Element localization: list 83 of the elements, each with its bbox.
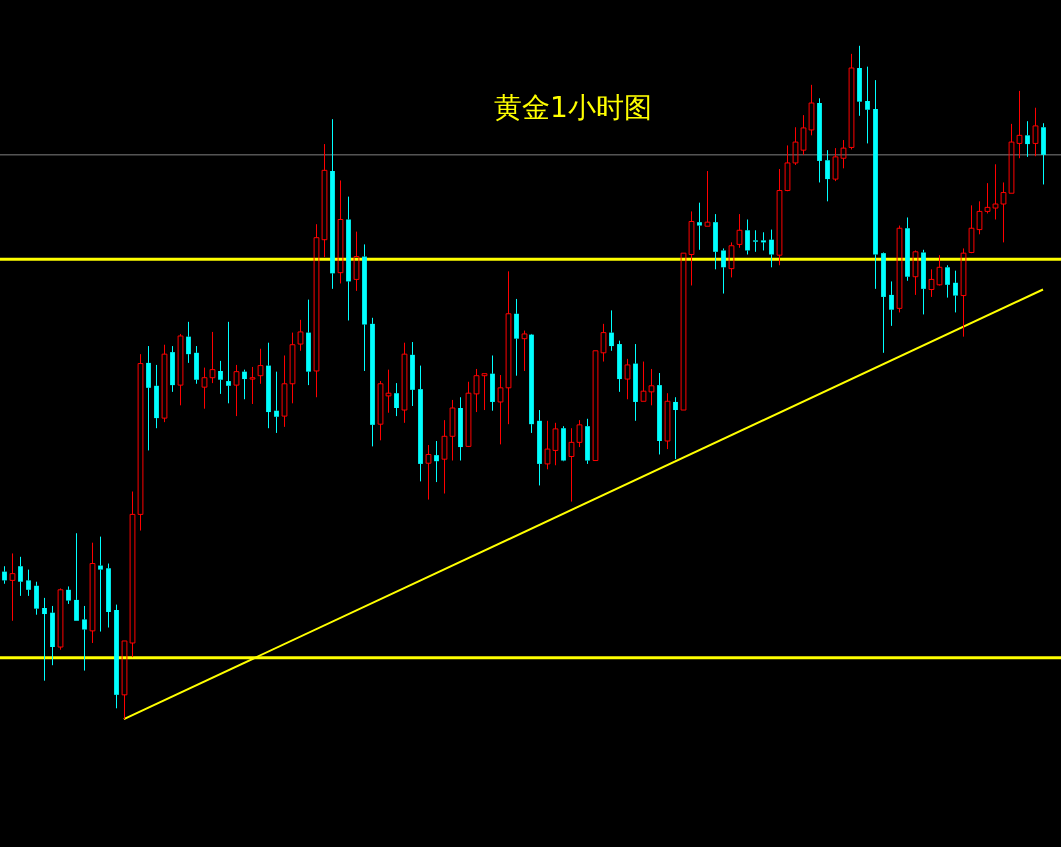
- candlestick: [218, 360, 223, 395]
- candlestick: [736, 213, 743, 249]
- candlestick: [337, 179, 344, 284]
- candlestick: [194, 345, 199, 385]
- candlestick: [274, 371, 279, 434]
- candlestick: [74, 532, 79, 621]
- candlestick: [233, 364, 240, 417]
- candlestick: [146, 345, 151, 451]
- candlestick: [330, 118, 335, 290]
- candlestick: [761, 231, 766, 251]
- candlestick: [624, 358, 631, 400]
- candlestick: [401, 342, 408, 424]
- candlestick: [434, 440, 439, 483]
- candlestick: [2, 565, 7, 585]
- candlestick: [704, 170, 711, 227]
- candlestick: [1041, 122, 1046, 185]
- candlestick: [713, 213, 718, 270]
- candlestick: [9, 552, 16, 622]
- candlestick: [257, 348, 264, 385]
- candlestick: [226, 321, 231, 404]
- candlestick: [394, 382, 399, 417]
- candlestick: [362, 243, 367, 372]
- candlestick: [170, 345, 175, 393]
- candlestick: [889, 280, 894, 327]
- candlestick: [106, 563, 111, 629]
- candlestick: [609, 309, 614, 352]
- candlestick: [154, 364, 159, 429]
- candlestick: [881, 253, 886, 354]
- candlestick: [353, 231, 360, 292]
- candlestick: [865, 66, 870, 144]
- candlestick: [98, 536, 103, 633]
- candlestick: [617, 340, 622, 393]
- candlestick: [26, 569, 31, 597]
- candlestick: [960, 247, 967, 338]
- candlestick: [1032, 107, 1039, 157]
- candlestick: [177, 333, 184, 406]
- candlestick: [728, 241, 735, 278]
- candlestick: [18, 556, 23, 597]
- candlestick: [161, 344, 168, 423]
- candlestick: [745, 218, 750, 255]
- candlestick: [769, 229, 774, 268]
- candlestick: [370, 317, 375, 447]
- candlestick: [490, 355, 495, 412]
- candlestick: [410, 341, 415, 407]
- candlestick: [585, 418, 590, 465]
- candlestick: [186, 321, 191, 364]
- candlestick: [664, 392, 671, 450]
- candlestick: [657, 372, 662, 455]
- candlestick: [42, 597, 47, 682]
- candlestick: [306, 299, 311, 386]
- candlestick: [945, 264, 950, 299]
- candlestick: [34, 581, 39, 616]
- candlestick: [521, 330, 528, 372]
- candlestick: [50, 605, 55, 666]
- candlestick: [673, 396, 678, 460]
- candlestick: [514, 298, 519, 377]
- candlestick: [633, 343, 638, 422]
- candlestick: [242, 369, 247, 400]
- text: 黄金1小时图: [494, 91, 652, 125]
- candlestick: [66, 585, 71, 605]
- candlestick: [817, 97, 822, 183]
- candlestick: [89, 542, 96, 644]
- candlestick: [458, 396, 463, 462]
- candlestick: [753, 229, 758, 253]
- candlestick: [825, 149, 830, 202]
- candlestick: [249, 366, 256, 405]
- candlestick: [529, 334, 534, 434]
- candlestick: [921, 249, 926, 315]
- candlestick: [953, 270, 958, 313]
- candlestick: [912, 251, 919, 296]
- candlestick: [114, 604, 119, 709]
- candlestick: [1025, 120, 1030, 158]
- candlestick: [857, 45, 862, 117]
- candlestick: [721, 247, 726, 295]
- candlestick: [346, 196, 351, 321]
- candlestick: [905, 216, 910, 282]
- candlestick: [82, 605, 87, 672]
- candlestick: [873, 79, 878, 290]
- candlestick: [425, 444, 432, 501]
- candlestick: [537, 409, 542, 486]
- candlestick: [266, 342, 271, 429]
- candlestick: [418, 365, 423, 482]
- candlestick: [697, 202, 702, 251]
